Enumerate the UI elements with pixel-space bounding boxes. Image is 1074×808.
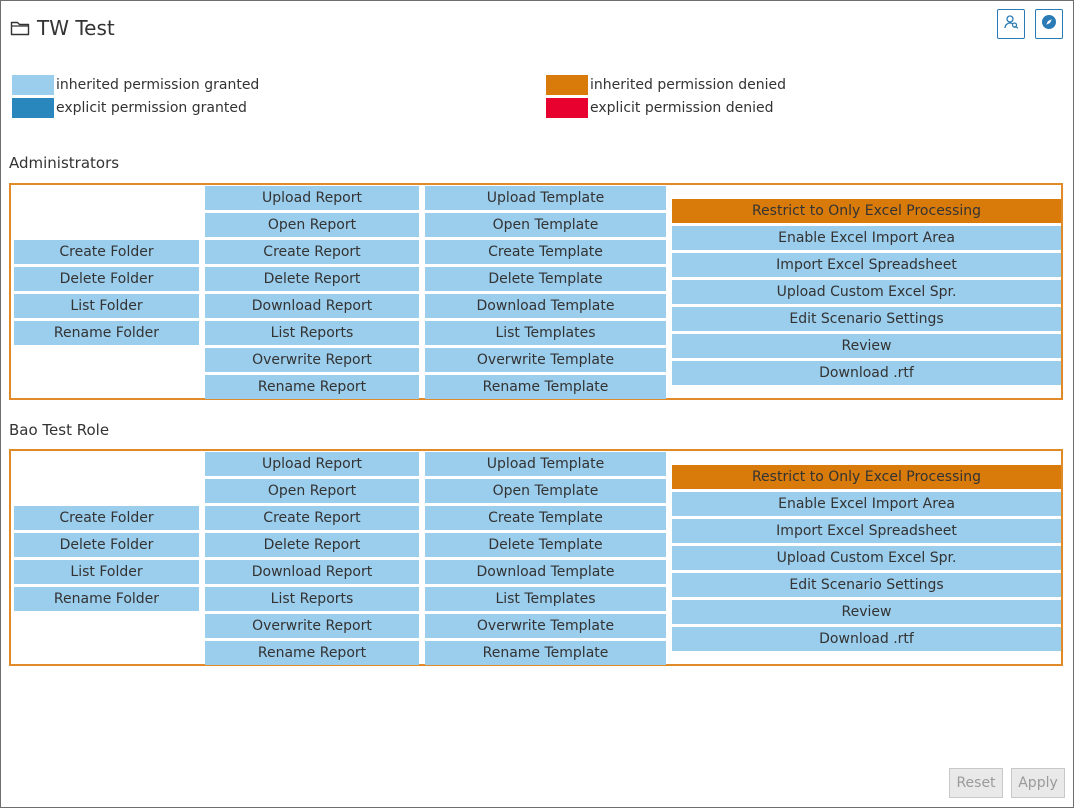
permission-restrict-to-only-excel-processing[interactable]: Restrict to Only Excel Processing [672, 465, 1061, 489]
role-title: Administrators [9, 154, 120, 172]
permission-delete-folder[interactable]: Delete Folder [14, 533, 199, 557]
permission-edit-scenario-settings[interactable]: Edit Scenario Settings [672, 573, 1061, 597]
compass-button[interactable] [1035, 9, 1063, 39]
permission-create-folder[interactable]: Create Folder [14, 240, 199, 264]
legend-swatch [12, 98, 54, 118]
permission-delete-report[interactable]: Delete Report [205, 533, 419, 557]
permission-rename-report[interactable]: Rename Report [205, 641, 419, 665]
legend-explicit-granted: explicit permission granted [12, 98, 247, 118]
permission-upload-template[interactable]: Upload Template [425, 452, 666, 476]
legend-label: explicit permission denied [590, 100, 774, 116]
permission-rename-folder[interactable]: Rename Folder [14, 321, 199, 345]
permission-create-folder[interactable]: Create Folder [14, 506, 199, 530]
permission-overwrite-template[interactable]: Overwrite Template [425, 348, 666, 372]
permission-download-report[interactable]: Download Report [205, 294, 419, 318]
permission-overwrite-template[interactable]: Overwrite Template [425, 614, 666, 638]
legend-explicit-denied: explicit permission denied [546, 98, 774, 118]
permission-rename-folder[interactable]: Rename Folder [14, 587, 199, 611]
apply-button[interactable]: Apply [1011, 768, 1065, 798]
permission-upload-report[interactable]: Upload Report [205, 186, 419, 210]
legend-label: inherited permission granted [56, 77, 260, 93]
permission-upload-template[interactable]: Upload Template [425, 186, 666, 210]
permission-list-reports[interactable]: List Reports [205, 587, 419, 611]
legend-inherited-granted: inherited permission granted [12, 75, 259, 95]
legend-label: explicit permission granted [56, 100, 247, 116]
permission-edit-scenario-settings[interactable]: Edit Scenario Settings [672, 307, 1061, 331]
permission-create-report[interactable]: Create Report [205, 240, 419, 264]
user-search-icon [1003, 14, 1019, 34]
permission-rename-report[interactable]: Rename Report [205, 375, 419, 399]
permission-list-folder[interactable]: List Folder [14, 560, 199, 584]
permission-delete-folder[interactable]: Delete Folder [14, 267, 199, 291]
permission-overwrite-report[interactable]: Overwrite Report [205, 614, 419, 638]
role-permissions-box: Create Folder Delete Folder List Folder Ren… [9, 449, 1063, 666]
permission-rename-template[interactable]: Rename Template [425, 641, 666, 665]
reset-button[interactable]: Reset [949, 768, 1003, 798]
legend-inherited-denied: inherited permission denied [546, 75, 786, 95]
legend-label: inherited permission denied [590, 77, 786, 93]
permission-enable-excel-import-area[interactable]: Enable Excel Import Area [672, 226, 1061, 250]
permission-download-report[interactable]: Download Report [205, 560, 419, 584]
permission-upload-custom-excel-spr[interactable]: Upload Custom Excel Spr. [672, 280, 1061, 304]
permission-open-report[interactable]: Open Report [205, 479, 419, 503]
page-title: TW Test [37, 16, 115, 40]
legend-swatch [12, 75, 54, 95]
permission-download-template[interactable]: Download Template [425, 560, 666, 584]
permission-import-excel-spreadsheet[interactable]: Import Excel Spreadsheet [672, 519, 1061, 543]
permission-review[interactable]: Review [672, 600, 1061, 624]
compass-icon [1041, 14, 1057, 34]
permission-upload-custom-excel-spr[interactable]: Upload Custom Excel Spr. [672, 546, 1061, 570]
permission-download-rtf[interactable]: Download .rtf [672, 627, 1061, 651]
permission-restrict-to-only-excel-processing[interactable]: Restrict to Only Excel Processing [672, 199, 1061, 223]
permission-enable-excel-import-area[interactable]: Enable Excel Import Area [672, 492, 1061, 516]
user-search-button[interactable] [997, 9, 1025, 39]
permission-list-reports[interactable]: List Reports [205, 321, 419, 345]
page-header: TW Test [10, 14, 115, 42]
permission-create-report[interactable]: Create Report [205, 506, 419, 530]
permission-rename-template[interactable]: Rename Template [425, 375, 666, 399]
legend-swatch [546, 75, 588, 95]
permission-delete-report[interactable]: Delete Report [205, 267, 419, 291]
permission-list-folder[interactable]: List Folder [14, 294, 199, 318]
permission-open-report[interactable]: Open Report [205, 213, 419, 237]
permission-open-template[interactable]: Open Template [425, 479, 666, 503]
permission-download-template[interactable]: Download Template [425, 294, 666, 318]
permission-open-template[interactable]: Open Template [425, 213, 666, 237]
role-title: Bao Test Role [9, 421, 110, 439]
permission-create-template[interactable]: Create Template [425, 506, 666, 530]
permission-create-template[interactable]: Create Template [425, 240, 666, 264]
legend-swatch [546, 98, 588, 118]
permission-upload-report[interactable]: Upload Report [205, 452, 419, 476]
role-permissions-box: Create Folder Delete Folder List Folder Ren… [9, 183, 1063, 400]
permission-download-rtf[interactable]: Download .rtf [672, 361, 1061, 385]
permission-overwrite-report[interactable]: Overwrite Report [205, 348, 419, 372]
permission-list-templates[interactable]: List Templates [425, 321, 666, 345]
permission-review[interactable]: Review [672, 334, 1061, 358]
permission-list-templates[interactable]: List Templates [425, 587, 666, 611]
folder-icon [10, 19, 30, 37]
permission-delete-template[interactable]: Delete Template [425, 533, 666, 557]
permission-import-excel-spreadsheet[interactable]: Import Excel Spreadsheet [672, 253, 1061, 277]
permission-delete-template[interactable]: Delete Template [425, 267, 666, 291]
